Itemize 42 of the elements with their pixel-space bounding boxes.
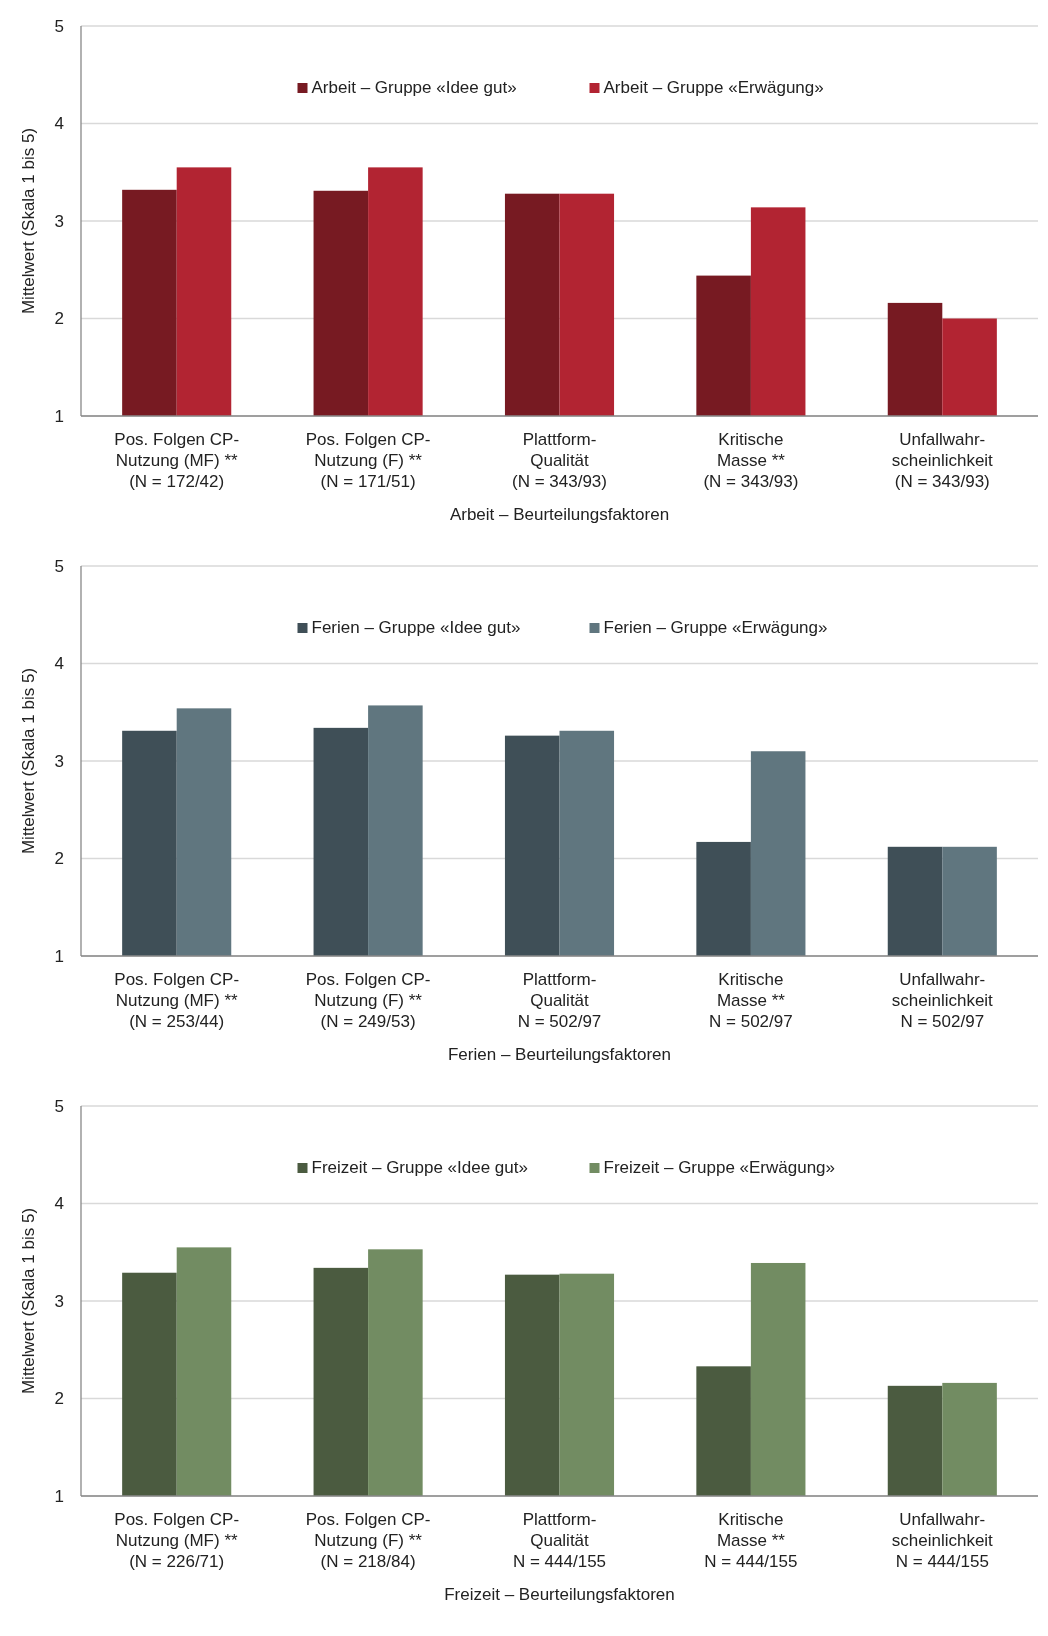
legend-label: Ferien – Gruppe «Idee gut» (311, 618, 521, 637)
y-tick-label: 5 (54, 1096, 64, 1116)
x-tick-label: Pos. Folgen CP- Nutzung (F) ** (N = 249/53) (305, 970, 431, 1031)
y-axis-title: Mittelwert (Skala 1 bis 5) (19, 1207, 38, 1395)
y-tick-label: 4 (54, 114, 64, 134)
y-tick-label: 2 (54, 849, 64, 869)
x-tick-label: Kritische Masse ** (N = 343/93) (703, 430, 799, 491)
legend-label: Arbeit – Gruppe «Erwägung» (603, 78, 824, 97)
x-tick-label: Pos. Folgen CP- Nutzung (MF) ** (N = 226/71) (114, 1510, 240, 1571)
x-tick-label: Pos. Folgen CP- Nutzung (F) ** (N = 218/84) (305, 1510, 431, 1571)
y-axis-title: Mittelwert (Skala 1 bis 5) (19, 667, 38, 855)
x-tick-label: Unfallwahr- scheinlichkeit (N = 343/93) (891, 430, 994, 491)
legend-label: Freizeit – Gruppe «Idee gut» (311, 1158, 528, 1177)
x-tick-label: Unfallwahr- scheinlichkeit N = 444/155 (891, 1510, 994, 1571)
x-tick-label: Plattform- Qualität (N = 343/93) (512, 430, 607, 491)
x-axis-title: Ferien – Beurteilungsfaktoren (447, 1045, 672, 1064)
x-tick-label: Plattform- Qualität N = 444/155 (512, 1510, 607, 1571)
x-tick-label: Plattform- Qualität N = 502/97 (517, 970, 602, 1031)
y-tick-label: 1 (54, 946, 64, 966)
y-tick-label: 3 (54, 751, 64, 771)
x-tick-label: Pos. Folgen CP- Nutzung (F) ** (N = 171/51) (305, 430, 431, 491)
legend-label: Freizeit – Gruppe «Erwägung» (603, 1158, 836, 1177)
y-tick-label: 4 (54, 1194, 64, 1214)
x-tick-label: Kritische Masse ** N = 502/97 (709, 970, 793, 1031)
y-tick-label: 1 (54, 406, 64, 426)
y-tick-label: 4 (54, 654, 64, 674)
y-tick-label: 1 (54, 1486, 64, 1506)
x-axis-title: Freizeit – Beurteilungsfaktoren (444, 1585, 675, 1604)
x-tick-label: Unfallwahr- scheinlichkeit N = 502/97 (891, 970, 994, 1031)
y-tick-label: 5 (54, 16, 64, 36)
y-tick-label: 2 (54, 1389, 64, 1409)
x-axis-title: Arbeit – Beurteilungsfaktoren (449, 505, 670, 524)
y-tick-label: 2 (54, 309, 64, 329)
x-tick-label: Kritische Masse ** N = 444/155 (704, 1510, 798, 1571)
x-tick-label: Pos. Folgen CP- Nutzung (MF) ** (N = 172/42) (114, 430, 240, 491)
legend-label: Ferien – Gruppe «Erwägung» (603, 618, 828, 637)
y-tick-label: 5 (54, 556, 64, 576)
y-axis-title: Mittelwert (Skala 1 bis 5) (19, 127, 38, 315)
x-tick-label: Pos. Folgen CP- Nutzung (MF) ** (N = 253/44) (114, 970, 240, 1031)
legend-label: Arbeit – Gruppe «Idee gut» (311, 78, 517, 97)
y-tick-label: 3 (54, 1291, 64, 1311)
y-tick-label: 3 (54, 211, 64, 231)
